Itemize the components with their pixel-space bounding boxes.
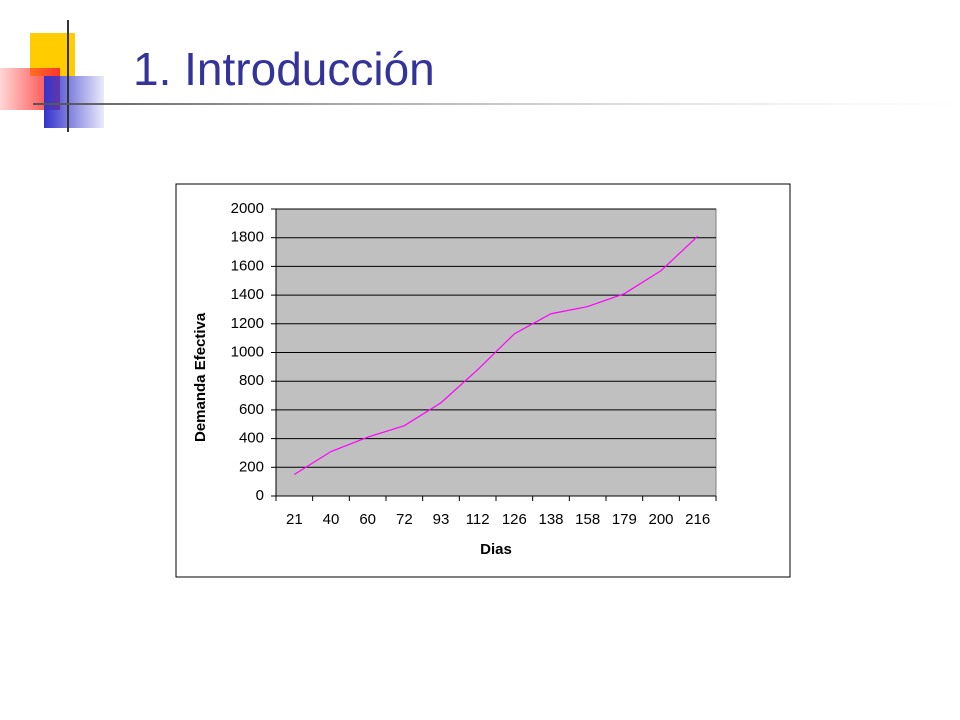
y-title-clip: Demanda Efectiva bbox=[192, 312, 209, 442]
y-tick-label: 1400 bbox=[231, 286, 264, 303]
y-tick-label: 2000 bbox=[231, 200, 264, 217]
x-tick-label: 112 bbox=[466, 511, 490, 528]
x-tick-label: 93 bbox=[433, 511, 450, 528]
y-tick-label: 1600 bbox=[231, 257, 264, 274]
x-tick-label: 21 bbox=[286, 511, 303, 528]
x-tick-label: 158 bbox=[575, 511, 600, 528]
x-tick-label: 60 bbox=[359, 511, 376, 528]
y-axis-title: Demanda Efectiva bbox=[192, 312, 209, 442]
data-line bbox=[294, 235, 699, 475]
y-tick-label: 0 bbox=[256, 487, 264, 504]
x-axis-title: Dias bbox=[480, 541, 512, 558]
deco-blue bbox=[44, 76, 104, 128]
y-tick-label: 800 bbox=[239, 372, 264, 389]
x-tick-label: 179 bbox=[612, 511, 637, 528]
x-tick-label: 216 bbox=[685, 511, 710, 528]
y-tick-label: 1000 bbox=[231, 343, 264, 360]
x-tick-label: 72 bbox=[396, 511, 413, 528]
x-tick-label: 200 bbox=[648, 511, 673, 528]
deco-hline bbox=[33, 103, 960, 105]
y-tick-label: 1200 bbox=[231, 315, 264, 332]
y-tick-label: 600 bbox=[239, 401, 264, 418]
x-tick-label: 40 bbox=[323, 511, 340, 528]
x-tick-label: 138 bbox=[538, 511, 563, 528]
y-tick-label: 200 bbox=[239, 458, 264, 475]
y-tick-label: 400 bbox=[239, 430, 264, 447]
slide-title: 1. Introducción bbox=[133, 43, 435, 95]
y-tick-label: 1800 bbox=[231, 229, 264, 246]
x-tick-label: 126 bbox=[502, 511, 527, 528]
